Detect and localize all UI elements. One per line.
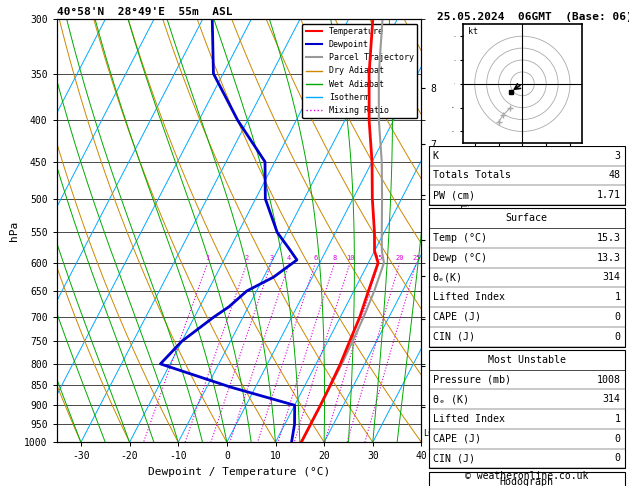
Text: 3: 3: [615, 151, 621, 161]
Text: 1: 1: [436, 410, 441, 419]
Text: Most Unstable: Most Unstable: [487, 355, 566, 365]
Text: CIN (J): CIN (J): [433, 453, 475, 464]
Text: 20: 20: [396, 255, 404, 261]
Text: 40°58'N  28°49'E  55m  ASL: 40°58'N 28°49'E 55m ASL: [57, 7, 232, 17]
Text: Surface: Surface: [506, 213, 548, 223]
Text: © weatheronline.co.uk: © weatheronline.co.uk: [465, 471, 589, 481]
Text: 1: 1: [206, 255, 209, 261]
Bar: [429, 472, 625, 486]
Bar: [429, 350, 625, 469]
Text: 0: 0: [615, 453, 621, 464]
Bar: [429, 146, 625, 205]
Text: 2: 2: [436, 377, 441, 385]
Text: 4: 4: [287, 255, 291, 261]
Text: 25: 25: [412, 255, 421, 261]
Text: 1008: 1008: [597, 375, 621, 384]
Text: 10: 10: [346, 255, 354, 261]
Text: Hodograph: Hodograph: [500, 477, 554, 486]
Text: Temp (°C): Temp (°C): [433, 233, 487, 243]
Y-axis label: hPa: hPa: [9, 221, 18, 241]
Text: 314: 314: [603, 394, 621, 404]
Text: 2: 2: [245, 255, 249, 261]
Text: 1.71: 1.71: [597, 190, 621, 200]
Text: 314: 314: [603, 273, 621, 282]
Bar: [429, 208, 625, 347]
Text: CIN (J): CIN (J): [433, 331, 475, 342]
Text: θₑ(K): θₑ(K): [433, 273, 463, 282]
Text: 3: 3: [269, 255, 274, 261]
Text: 8: 8: [333, 255, 337, 261]
Text: 1: 1: [615, 292, 621, 302]
Text: 4: 4: [436, 310, 441, 319]
Text: Lifted Index: Lifted Index: [433, 292, 504, 302]
Text: LCL: LCL: [423, 429, 438, 438]
Text: 0: 0: [615, 434, 621, 444]
Text: Totals Totals: Totals Totals: [433, 171, 511, 180]
Text: PW (cm): PW (cm): [433, 190, 475, 200]
Text: 25.05.2024  06GMT  (Base: 06): 25.05.2024 06GMT (Base: 06): [437, 12, 629, 22]
Legend: Temperature, Dewpoint, Parcel Trajectory, Dry Adiabat, Wet Adiabat, Isotherm, Mi: Temperature, Dewpoint, Parcel Trajectory…: [303, 24, 417, 118]
Text: 1: 1: [615, 414, 621, 424]
Text: Lifted Index: Lifted Index: [433, 414, 504, 424]
Text: 48: 48: [609, 171, 621, 180]
Text: Pressure (mb): Pressure (mb): [433, 375, 511, 384]
Text: θₑ (K): θₑ (K): [433, 394, 469, 404]
Text: 15: 15: [374, 255, 383, 261]
X-axis label: Dewpoint / Temperature (°C): Dewpoint / Temperature (°C): [148, 467, 330, 477]
Text: Dewp (°C): Dewp (°C): [433, 253, 487, 263]
Text: K: K: [433, 151, 439, 161]
Text: 15.3: 15.3: [597, 233, 621, 243]
Text: 0: 0: [615, 331, 621, 342]
Text: 3: 3: [436, 341, 441, 350]
Text: 5: 5: [436, 281, 441, 290]
Text: kt: kt: [467, 27, 477, 36]
Text: 0: 0: [615, 312, 621, 322]
Text: 6: 6: [313, 255, 318, 261]
Text: CAPE (J): CAPE (J): [433, 312, 481, 322]
Text: CAPE (J): CAPE (J): [433, 434, 481, 444]
Text: 13.3: 13.3: [597, 253, 621, 263]
Y-axis label: km
ASL: km ASL: [444, 220, 462, 242]
Text: Mixing Ratio (g/kg): Mixing Ratio (g/kg): [458, 196, 468, 308]
